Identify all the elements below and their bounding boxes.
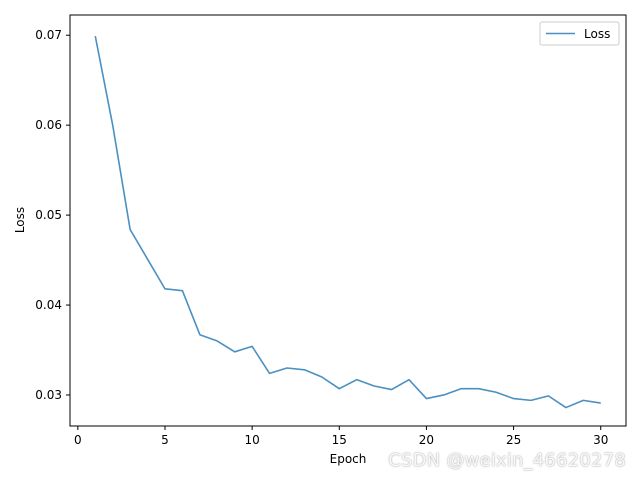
- y-tick-label: 0.04: [35, 298, 62, 312]
- x-tick-label: 5: [161, 433, 169, 447]
- y-tick-label: 0.07: [35, 28, 62, 42]
- x-tick-label: 25: [506, 433, 521, 447]
- x-tick-label: 20: [419, 433, 434, 447]
- legend-box: [539, 21, 620, 46]
- x-tick-label: 10: [244, 433, 259, 447]
- series-line-loss: [94, 35, 601, 409]
- ticks-layer: 0 5 10 15 20 25 30 0.03 0.04 0.05 0.06 0.07: [35, 28, 608, 447]
- x-tick-label: 30: [593, 433, 608, 447]
- legend-label: Loss: [584, 27, 610, 41]
- plot-frame: [69, 14, 627, 427]
- y-axis-label: Loss: [13, 207, 27, 233]
- y-tick-label: 0.03: [35, 388, 62, 402]
- y-tick-label: 0.06: [35, 118, 62, 132]
- x-axis-label: Epoch: [330, 452, 367, 466]
- legend: Loss: [539, 21, 620, 46]
- watermark-text: CSDN @weixin_46620278: [388, 450, 626, 471]
- x-tick-label: 0: [74, 433, 82, 447]
- x-tick-label: 15: [332, 433, 347, 447]
- y-tick-label: 0.05: [35, 208, 62, 222]
- plot-layer: [94, 35, 601, 409]
